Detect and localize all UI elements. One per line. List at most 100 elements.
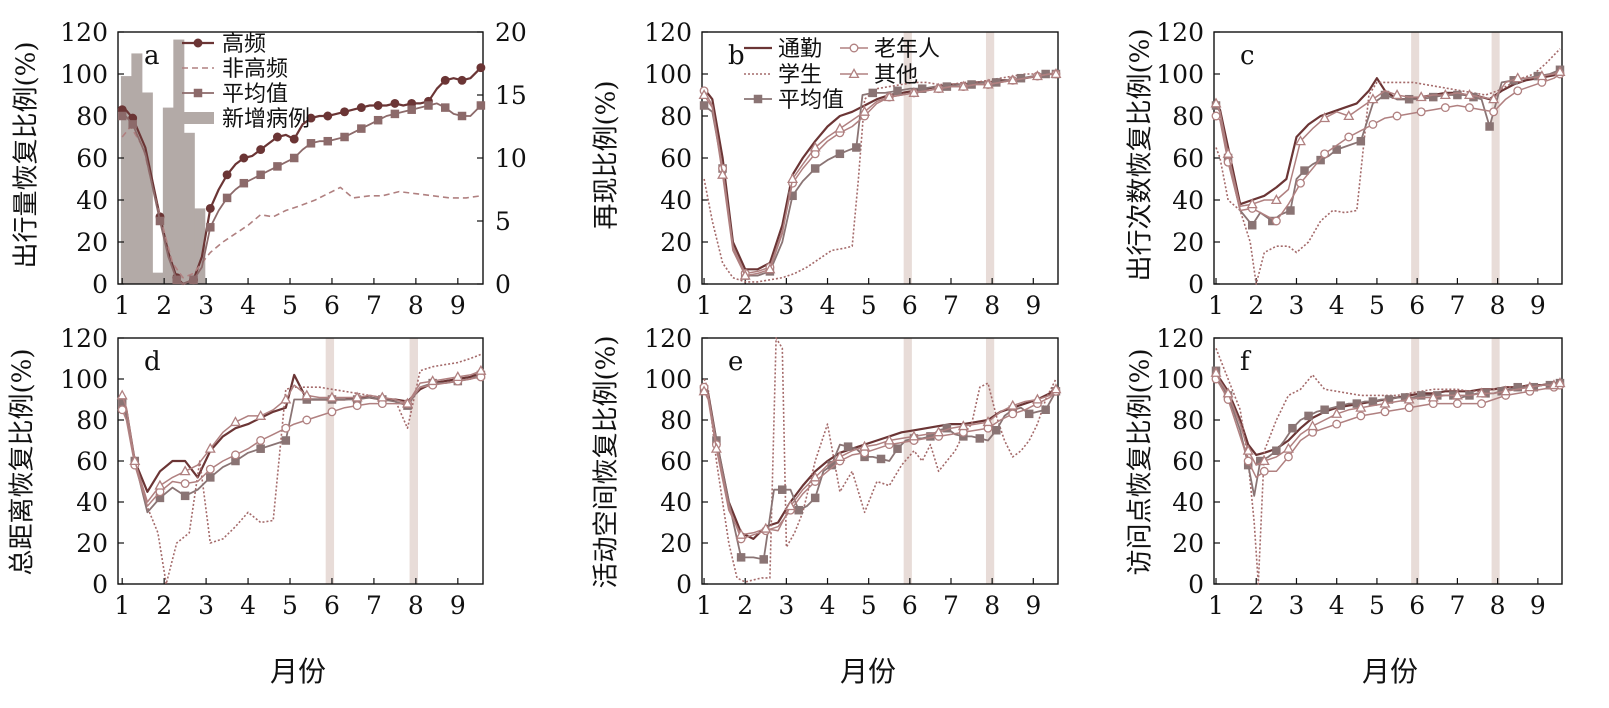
ytick-label-d-1: 20 [76, 529, 108, 558]
xtick-label-e-0: 1 [696, 591, 712, 620]
ytick-label-a-3: 60 [76, 144, 108, 173]
xtick-label-c-5: 6 [1409, 291, 1425, 320]
point-f-4-14 [1355, 401, 1367, 412]
point-d-4-18 [326, 391, 338, 402]
xtick-label-e-2: 3 [778, 591, 794, 620]
point-c-4-6 [1270, 194, 1282, 205]
point-c-4-22 [1463, 89, 1475, 100]
series-line-a-1 [121, 125, 482, 279]
y2tick-label-4: 20 [495, 18, 527, 47]
xtick-label-d-5: 6 [324, 591, 340, 620]
point-f-4-24 [1476, 387, 1488, 398]
point-a-0-14 [239, 153, 249, 163]
ytick-label-b-3: 60 [660, 144, 692, 173]
y2tick-label-1: 5 [495, 207, 511, 236]
case-bar-5 [173, 39, 185, 285]
legend-marker-b-2 [753, 94, 763, 104]
xtick-label-a-3: 4 [240, 291, 256, 320]
ylabel-a: 出行量恢复比例(%) [11, 41, 42, 269]
point-b-2-12 [835, 149, 845, 159]
ytick-label-d-0: 0 [92, 570, 108, 599]
point-c-3-22 [1465, 103, 1474, 113]
point-e-4-14 [859, 440, 871, 451]
ylabel-f: 访问点恢复比例(%) [1125, 348, 1156, 576]
ytick-label-f-0: 0 [1188, 570, 1204, 599]
ytick-label-c-0: 0 [1188, 270, 1204, 299]
xtick-label-d-2: 3 [198, 591, 214, 620]
ytick-label-e-1: 20 [660, 529, 692, 558]
xtick-label-d-8: 9 [450, 591, 466, 620]
point-a-2-38 [440, 103, 450, 112]
point-c-3-26 [1513, 86, 1523, 96]
highlight-band-d-0 [325, 338, 335, 584]
point-e-2-34 [992, 425, 1001, 435]
point-a-2-24 [323, 136, 333, 146]
point-a-2-4 [155, 216, 165, 226]
xtick-label-e-4: 5 [861, 591, 877, 620]
point-c-2-10 [1300, 166, 1309, 175]
ytick-label-d-5: 100 [60, 365, 108, 394]
ytick-label-e-0: 0 [676, 570, 692, 599]
point-e-2-20 [876, 454, 886, 464]
point-a-2-16 [256, 170, 265, 180]
point-a-0-24 [323, 111, 333, 121]
point-a-0-32 [390, 98, 400, 108]
xtick-label-f-6: 7 [1449, 591, 1465, 620]
point-f-3-8 [1283, 452, 1293, 462]
ytick-label-c-5: 100 [1156, 60, 1204, 89]
xtick-label-b-5: 6 [902, 291, 918, 320]
xtick-label-b-3: 4 [820, 291, 836, 320]
legend-marker-a-2 [193, 88, 203, 98]
highlight-band-e-1 [985, 338, 995, 584]
point-a-0-26 [340, 107, 350, 117]
series-c-2 [1211, 65, 1565, 230]
point-a-2-32 [390, 109, 400, 119]
point-c-3-10 [1320, 149, 1330, 159]
xtick-label-c-4: 5 [1369, 291, 1385, 320]
point-d-4-26 [427, 375, 439, 386]
point-f-3-4 [1243, 456, 1253, 466]
xtick-label-c-6: 7 [1449, 291, 1465, 320]
ytick-label-f-2: 40 [1172, 488, 1204, 517]
xtick-label-a-6: 7 [366, 291, 382, 320]
point-c-4-12 [1343, 110, 1355, 121]
plot-frame-c [1213, 31, 1563, 285]
ytick-label-f-3: 60 [1172, 447, 1204, 476]
xtick-label-d-1: 2 [156, 591, 172, 620]
ytick-label-a-1: 20 [76, 228, 108, 257]
series-d-0 [121, 371, 482, 493]
xtick-label-e-6: 7 [943, 591, 959, 620]
xtick-label-b-4: 5 [861, 291, 877, 320]
point-e-4-4 [735, 528, 747, 539]
point-c-4-10 [1319, 112, 1331, 123]
point-c-3-8 [1296, 178, 1305, 188]
point-f-4-18 [1403, 393, 1415, 404]
legend-label-b-4: 其他 [874, 63, 918, 88]
highlight-band-b-0 [903, 32, 912, 284]
point-c-4-24 [1488, 93, 1500, 104]
point-b-4-12 [834, 122, 846, 133]
xtick-label-a-8: 9 [450, 291, 466, 320]
point-a-0-40 [457, 75, 467, 85]
xlabel-e: 月份 [839, 655, 897, 688]
ytick-label-b-4: 80 [660, 102, 692, 131]
ytick-label-a-0: 0 [92, 270, 108, 299]
xtick-label-f-8: 9 [1530, 591, 1546, 620]
point-e-4-12 [834, 450, 846, 461]
point-a-0-38 [440, 75, 450, 85]
point-f-4-20 [1427, 391, 1439, 402]
point-f-4-16 [1379, 397, 1391, 408]
point-f-2-26 [1416, 391, 1426, 400]
point-f-2-38 [1513, 382, 1522, 392]
legend-label-b-0: 通勤 [778, 37, 822, 62]
point-d-3-20 [352, 401, 362, 411]
xtick-label-b-8: 9 [1025, 291, 1041, 320]
point-c-3-0 [1211, 111, 1221, 121]
point-e-2-38 [1024, 409, 1034, 419]
point-b-4-20 [933, 82, 945, 93]
point-e-3-26 [1008, 409, 1018, 419]
point-b-2-0 [699, 101, 709, 110]
point-a-0-28 [356, 103, 366, 113]
xtick-label-f-4: 5 [1369, 591, 1385, 620]
